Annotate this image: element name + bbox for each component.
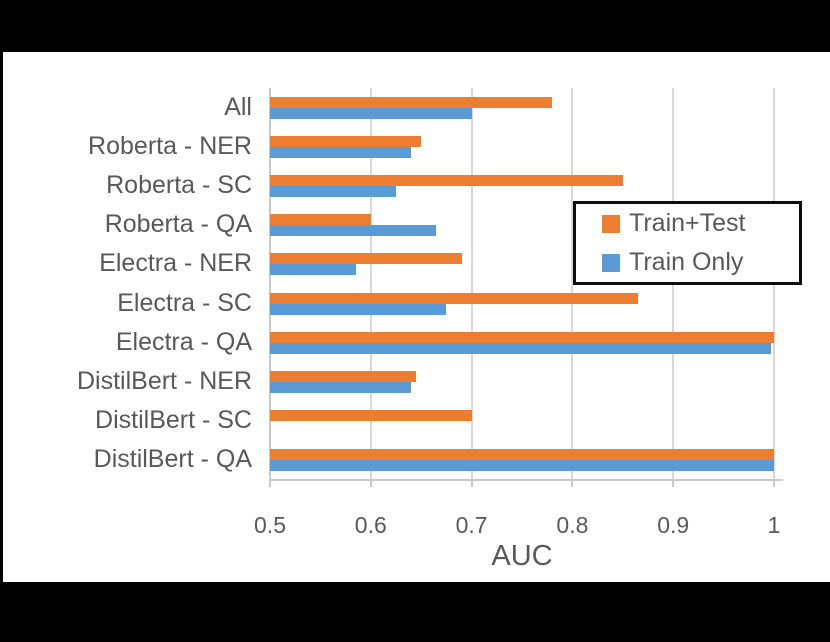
legend-item-train-test: Train+Test	[602, 209, 799, 238]
category-label-distilbert-sc: DistilBert - SC	[95, 405, 252, 434]
category-axis-line	[269, 88, 271, 479]
plot-area	[269, 88, 798, 479]
bar-train-test-distilbert-qa	[270, 448, 774, 460]
legend-swatch-train-test	[602, 214, 620, 233]
category-label-roberta-qa: Roberta - QA	[104, 210, 252, 239]
gridline-0.8	[571, 88, 574, 479]
legend-swatch-train-only	[602, 253, 620, 272]
category-label-roberta-ner: Roberta - NER	[88, 132, 252, 161]
bar-train-only-distilbert-ner	[270, 381, 412, 393]
bar-train-test-all	[270, 97, 553, 108]
bar-train-only-electra-ner	[270, 264, 356, 276]
tick-mark-0.8	[571, 479, 574, 487]
x-tick-label-0.5: 0.5	[254, 512, 286, 538]
bar-train-only-electra-qa	[270, 342, 771, 354]
chart-canvas: All Roberta - NER Roberta - SC Roberta - QA…	[3, 52, 830, 582]
category-label-electra-ner: Electra - NER	[99, 249, 252, 278]
bar-train-test-roberta-sc	[270, 175, 623, 187]
x-tick-label-0.6: 0.6	[354, 512, 387, 538]
legend-label-train-only: Train Only	[629, 248, 744, 276]
legend-label-train-test: Train+Test	[629, 209, 746, 237]
bar-train-only-all	[270, 108, 472, 119]
category-label-electra-qa: Electra - QA	[115, 327, 252, 356]
bar-train-test-roberta-ner	[270, 136, 422, 148]
category-label-all: All	[224, 93, 252, 122]
tick-mark-0.7	[470, 479, 473, 487]
x-tick-label-1: 1	[767, 512, 781, 538]
x-tick-label-0.8: 0.8	[556, 512, 589, 538]
gridline-0.7	[470, 88, 473, 479]
tick-mark-0.6	[369, 479, 372, 487]
bar-train-test-electra-qa	[270, 331, 774, 343]
tick-mark-0.9	[672, 479, 675, 487]
bar-train-only-distilbert-qa	[270, 459, 774, 471]
bar-train-only-electra-sc	[270, 303, 447, 315]
tick-mark-0.5	[269, 479, 271, 487]
legend-item-train-only: Train Only	[602, 248, 799, 277]
category-label-distilbert-ner: DistilBert - NER	[76, 366, 252, 395]
bar-train-test-electra-ner	[270, 253, 462, 265]
bar-train-test-electra-sc	[270, 292, 638, 304]
bar-train-only-roberta-sc	[270, 186, 396, 198]
value-axis-line	[269, 479, 783, 481]
category-label-distilbert-qa: DistilBert - QA	[93, 444, 252, 473]
bar-train-test-distilbert-ner	[270, 370, 417, 382]
category-label-roberta-sc: Roberta - SC	[106, 171, 252, 200]
bar-train-test-distilbert-sc	[270, 409, 472, 421]
tick-mark-1	[773, 479, 775, 487]
x-axis-title: AUC	[491, 540, 553, 572]
category-label-electra-sc: Electra - SC	[117, 288, 252, 317]
gridline-0.6	[369, 88, 372, 479]
bar-train-test-roberta-qa	[270, 214, 371, 226]
bar-train-only-roberta-qa	[270, 225, 437, 237]
x-tick-label-0.7: 0.7	[455, 512, 488, 538]
bar-train-only-roberta-ner	[270, 147, 412, 159]
x-tick-label-0.9: 0.9	[657, 512, 690, 538]
legend: Train+Test Train Only	[573, 201, 802, 285]
